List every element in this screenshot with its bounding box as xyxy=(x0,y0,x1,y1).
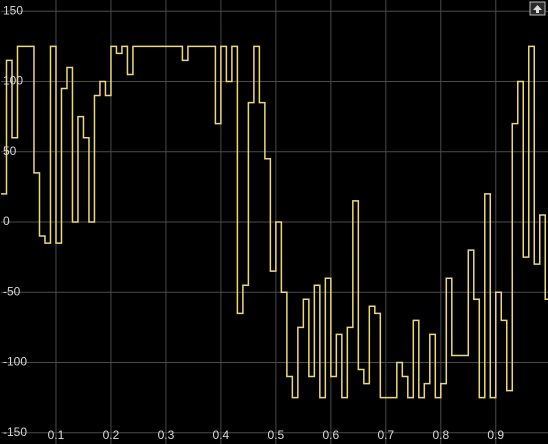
y-tick-label: 100 xyxy=(3,74,23,88)
x-tick-label: 0.8 xyxy=(432,428,449,442)
y-tick-label: 150 xyxy=(3,3,23,17)
x-tick-label: 0.9 xyxy=(487,428,504,442)
restore-view-button[interactable] xyxy=(529,1,546,16)
y-tick-label: -100 xyxy=(3,355,27,369)
tick-labels: -150 -100 -50 0 50 100 150 0.1 0.2 0.3 0.4 0.5 0.6 0.… xyxy=(3,3,504,442)
x-tick-label: 0.3 xyxy=(158,428,175,442)
x-tick-label: 0.5 xyxy=(268,428,285,442)
x-tick-label: 0.2 xyxy=(103,428,120,442)
signal-line xyxy=(1,45,548,399)
signal xyxy=(1,45,548,399)
y-tick-label: -150 xyxy=(3,425,27,439)
y-tick-label: 0 xyxy=(3,214,10,228)
x-tick-label: 0.4 xyxy=(213,428,230,442)
x-tick-label: 0.7 xyxy=(377,428,394,442)
x-tick-label: 0.1 xyxy=(48,428,65,442)
y-tick-label: -50 xyxy=(3,284,21,298)
y-tick-label: 50 xyxy=(3,144,17,158)
x-tick-label: 0.6 xyxy=(323,428,340,442)
